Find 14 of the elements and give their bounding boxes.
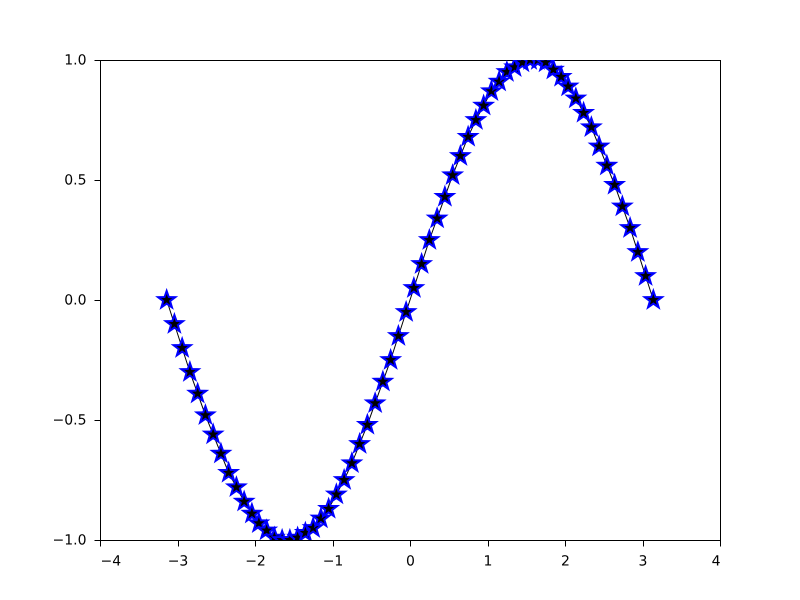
x-tick-label: 0 bbox=[406, 554, 415, 570]
x-tick-label: 3 bbox=[638, 554, 648, 570]
x-tick-label: −3 bbox=[168, 554, 188, 570]
y-tick-label: −1.0 bbox=[52, 532, 86, 548]
y-tick-label: 0.0 bbox=[64, 292, 86, 308]
x-tick-label: 1 bbox=[484, 554, 492, 570]
y-tick-label: 1.0 bbox=[64, 52, 86, 68]
y-tick-label: 0.5 bbox=[64, 172, 86, 188]
x-tick-label: −4 bbox=[100, 554, 122, 570]
x-tick-label: −1 bbox=[322, 554, 344, 570]
x-tick-label: 2 bbox=[561, 554, 570, 570]
x-tick-label: 4 bbox=[712, 554, 721, 570]
y-tick-label: −0.5 bbox=[52, 412, 86, 428]
x-tick-label: −2 bbox=[245, 554, 266, 570]
